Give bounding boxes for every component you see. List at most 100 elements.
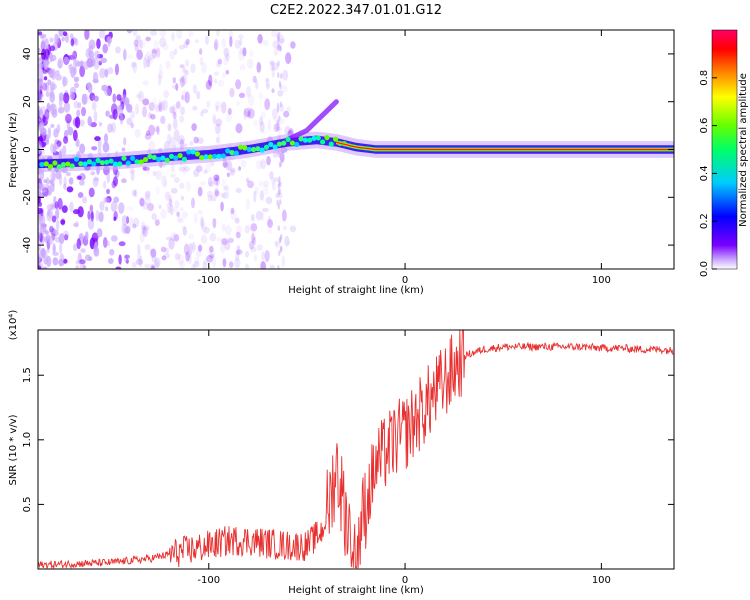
noise-speckle [129,167,135,174]
noise-speckle [99,201,105,211]
noise-speckle [166,202,172,209]
noise-speckle [197,244,203,252]
noise-speckle [281,209,287,222]
noise-speckle [38,140,42,150]
noise-speckle [276,199,279,206]
noise-speckle [82,264,87,269]
colorbar: 0.0 0.2 0.4 0.6 0.8 Normalized spectral ampl… [699,29,749,277]
y-tick-label: 0.5 [22,496,33,512]
noise-speckle [271,108,278,119]
noise-speckle [46,209,50,217]
noise-speckle [115,266,122,269]
noise-speckle [189,140,194,146]
noise-speckle [77,101,82,109]
ridge-blob [52,160,58,166]
ridge-blob [199,155,205,161]
noise-speckle [239,63,246,71]
noise-speckle [90,171,96,176]
noise-speckle [60,219,66,225]
noise-speckle [146,59,151,68]
noise-speckle [82,196,88,204]
noise-speckle [160,115,166,125]
ridge-blob [250,146,257,153]
noise-speckle [183,166,191,172]
noise-speckle [244,250,250,258]
noise-speckle [90,210,94,222]
noise-speckle [279,38,285,44]
noise-speckle [156,47,161,58]
noise-speckle [238,34,244,39]
noise-speckle [255,79,259,90]
noise-speckle [87,116,92,126]
noise-speckle [276,102,280,109]
noise-speckle [259,116,264,126]
noise-speckle [79,259,86,265]
noise-speckle [242,47,247,57]
noise-speckle [258,180,264,187]
noise-speckle [275,241,280,249]
noise-speckle [134,44,139,52]
noise-speckle [169,50,175,60]
noise-speckle [188,233,195,240]
noise-speckle [192,84,198,94]
noise-speckle [175,100,181,110]
noise-speckle [188,31,194,37]
noise-speckle [150,248,157,258]
ridge-blob [220,153,226,159]
noise-speckle [62,230,70,240]
ridge-blob [104,159,110,165]
noise-speckle [90,122,97,128]
noise-speckle [276,120,280,127]
noise-speckle [172,77,177,84]
noise-speckle [256,61,261,73]
chart-title: C2E2.2022.347.01.01.G12 [270,3,442,18]
noise-speckle [210,195,217,202]
noise-speckle [182,211,188,219]
ridge-blob [302,137,308,143]
noise-speckle [270,30,278,38]
noise-speckle [58,174,63,186]
noise-speckle [46,210,53,222]
noise-speckle [220,241,226,254]
noise-speckle [171,84,179,90]
noise-speckle [213,71,220,76]
noise-speckle [168,237,175,250]
noise-speckle [181,74,188,86]
noise-speckle [200,62,207,74]
noise-speckle [215,174,220,187]
noise-speckle [158,70,164,80]
noise-speckle [260,111,266,119]
noise-speckle [163,89,170,99]
noise-speckle [197,210,204,215]
noise-speckle [239,38,243,46]
noise-speckle [115,46,121,54]
snr-yscale-note: (x10⁴) [8,310,19,341]
noise-speckle [118,241,126,247]
noise-speckle [224,241,231,251]
noise-speckle [78,179,85,186]
noise-speckle [228,261,234,268]
noise-speckle [271,177,275,186]
noise-speckle [152,97,158,106]
noise-speckle [273,47,279,56]
noise-speckle [132,223,137,229]
noise-speckle [162,42,169,51]
ridge-blob [276,141,283,147]
noise-speckle [190,63,196,74]
noise-speckle [170,163,175,173]
noise-speckle [285,52,292,64]
ridge-blob [164,157,170,163]
noise-speckle [274,240,279,247]
noise-speckle [198,48,203,55]
noise-speckle [206,254,214,263]
noise-speckle [45,91,50,97]
noise-speckle [265,196,273,205]
noise-speckle [38,94,43,103]
noise-speckle [277,72,280,79]
noise-speckle [229,169,235,176]
noise-speckle [270,61,275,72]
ridge-blob [315,135,321,141]
noise-speckle [80,60,84,66]
noise-speckle [122,48,127,61]
noise-speckle [42,82,48,91]
